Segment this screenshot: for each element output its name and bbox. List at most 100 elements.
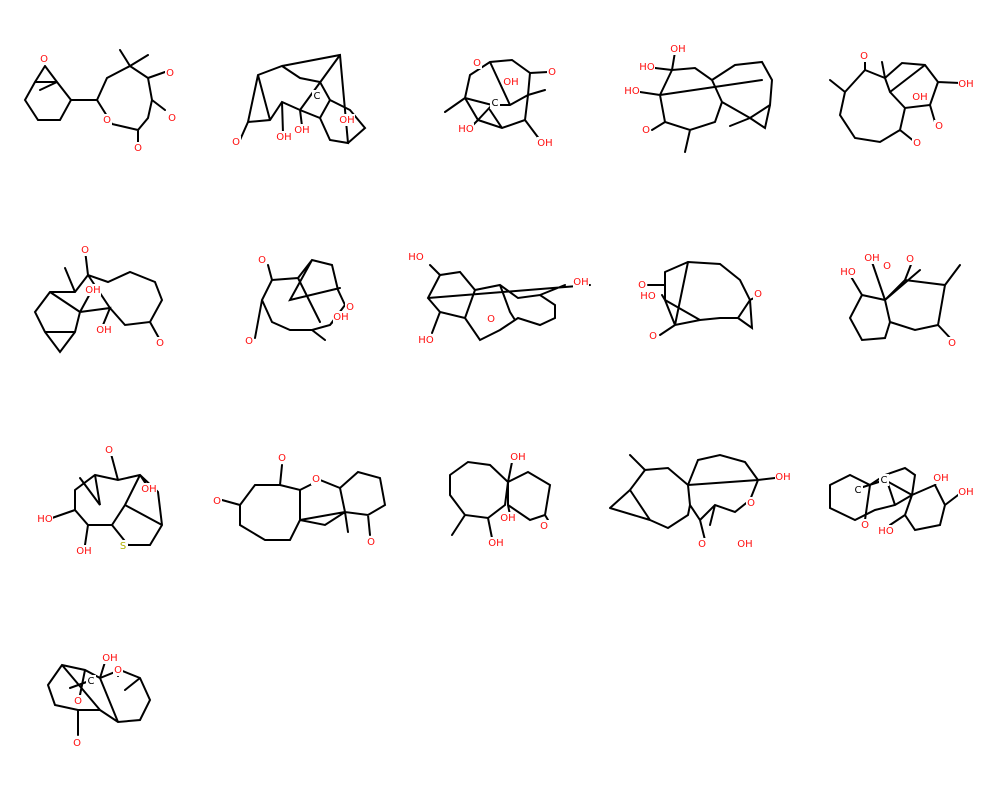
- atom-label: O: [697, 538, 707, 550]
- svg-text:O: O: [103, 115, 111, 126]
- svg-text:OH: OH: [503, 77, 518, 88]
- svg-text:O: O: [754, 289, 762, 300]
- svg-text:C: C: [492, 98, 499, 109]
- svg-text:O: O: [487, 314, 495, 325]
- atom-label: OH: [573, 276, 589, 288]
- svg-text:O: O: [747, 498, 755, 509]
- svg-text:O: O: [166, 68, 174, 79]
- atom-label: O: [905, 253, 915, 265]
- atom-label: OH: [102, 652, 118, 664]
- atom-label: O: [72, 737, 82, 749]
- atom-label: OH: [510, 451, 526, 463]
- atom-label: O: [277, 452, 287, 464]
- atom-label: O: [637, 279, 647, 291]
- atom-label: HO: [639, 61, 655, 73]
- atom-label: O: [39, 53, 49, 65]
- svg-text:OH: OH: [85, 285, 100, 296]
- atom-label: OH: [339, 114, 355, 126]
- svg-text:O: O: [213, 496, 221, 507]
- svg-text:O: O: [649, 331, 657, 342]
- atom-label: OH: [503, 76, 519, 88]
- svg-text:O: O: [913, 138, 921, 149]
- svg-text:O: O: [906, 254, 914, 265]
- atom-label: O: [753, 288, 763, 300]
- svg-text:O: O: [114, 665, 122, 676]
- atom-label: O: [102, 114, 112, 126]
- atom-label: O: [641, 124, 651, 136]
- molecule-7: O O OH O: [244, 254, 355, 347]
- molecule-12: O O O O: [212, 452, 387, 548]
- atom-label: OH: [958, 486, 974, 498]
- svg-text:O: O: [74, 696, 82, 707]
- atom-label: O: [155, 337, 165, 349]
- svg-text:O: O: [232, 137, 240, 148]
- atom-label: C: [853, 484, 863, 496]
- atom-label: O: [934, 120, 944, 132]
- svg-text:O: O: [883, 261, 891, 272]
- svg-text:C: C: [88, 676, 95, 687]
- molecule-1: O O O O O: [23, 49, 177, 154]
- svg-text:O: O: [245, 336, 253, 347]
- atom-label: OH: [333, 311, 349, 323]
- molecule-14: OH O O OH: [609, 453, 791, 550]
- atom-label: O: [345, 301, 355, 313]
- svg-text:O: O: [134, 143, 142, 154]
- svg-text:OH: OH: [333, 312, 348, 323]
- atom-label: HO: [624, 85, 640, 97]
- atom-label: S: [118, 540, 128, 552]
- atom-label: OH: [864, 252, 880, 264]
- molecule-5: O OH OH O O: [829, 50, 974, 149]
- atom-label: O: [472, 57, 482, 69]
- atom-label: OH: [85, 284, 101, 296]
- molecule-10: HO OH O O O: [840, 252, 961, 349]
- svg-text:O: O: [278, 453, 286, 464]
- atom-label: O: [80, 244, 90, 256]
- svg-text:OH: OH: [488, 538, 503, 549]
- svg-text:OH: OH: [912, 92, 927, 103]
- svg-text:O: O: [258, 255, 266, 266]
- svg-text:OH: OH: [864, 253, 879, 264]
- atom-label: O: [539, 520, 549, 532]
- svg-text:O: O: [860, 51, 868, 62]
- atom-label: O: [947, 337, 957, 349]
- svg-text:OH: OH: [141, 484, 156, 495]
- svg-text:O: O: [548, 67, 556, 78]
- atom-label: OH: [958, 78, 974, 90]
- svg-text:O: O: [156, 338, 164, 349]
- molecule-6: O OH OH O: [33, 244, 165, 354]
- atom-label: O: [167, 112, 177, 124]
- svg-text:O: O: [81, 245, 89, 256]
- svg-text:O: O: [935, 121, 943, 132]
- molecule-8: HO OH O HO: [408, 251, 591, 346]
- atom-label: O: [486, 313, 496, 325]
- svg-text:O: O: [40, 54, 48, 65]
- molecule-16: OH O C O O: [47, 652, 152, 749]
- svg-text:OH: OH: [500, 513, 515, 524]
- svg-text:HO: HO: [640, 291, 656, 302]
- molecule-3: O OH C O HO OH: [444, 57, 557, 149]
- svg-text:O: O: [367, 537, 375, 548]
- svg-text:OH: OH: [102, 653, 117, 664]
- atom-label: O: [860, 519, 870, 531]
- svg-text:O: O: [73, 738, 81, 749]
- atom-label: OH: [294, 124, 310, 136]
- svg-text:OH: OH: [276, 132, 291, 143]
- atom-label: HO: [458, 123, 474, 135]
- atom-label: O: [212, 495, 222, 507]
- molecule-15: C C OH OH O HO: [829, 466, 974, 537]
- atom-label: O: [311, 473, 321, 485]
- atom-label: C: [86, 675, 96, 687]
- atom-label: O: [73, 695, 83, 707]
- svg-text:O: O: [105, 445, 113, 456]
- atom-label: O: [244, 335, 254, 347]
- svg-text:OH: OH: [775, 472, 790, 483]
- svg-text:HO: HO: [408, 252, 424, 263]
- atom-label: HO: [408, 251, 424, 263]
- svg-text:OH: OH: [294, 125, 309, 136]
- svg-text:OH: OH: [510, 452, 525, 463]
- svg-text:OH: OH: [573, 277, 588, 288]
- molecule-9: O HO O O: [637, 260, 763, 342]
- svg-text:O: O: [948, 338, 956, 349]
- svg-text:OH: OH: [96, 325, 111, 336]
